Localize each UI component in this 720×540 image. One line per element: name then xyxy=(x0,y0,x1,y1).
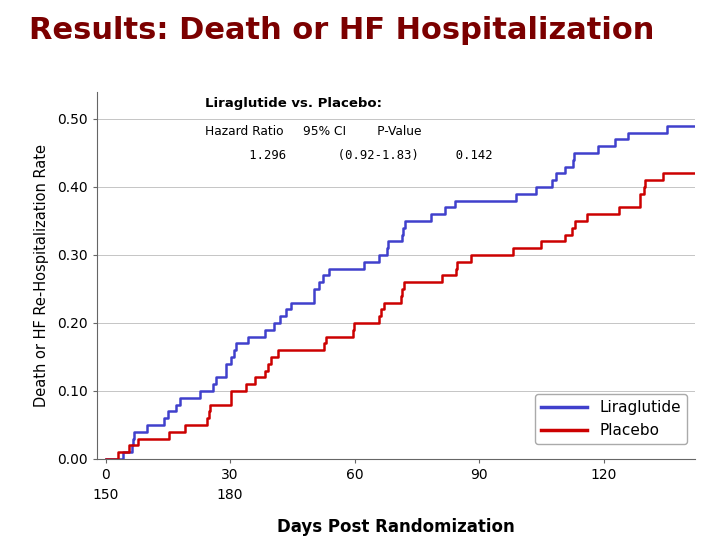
Text: 150: 150 xyxy=(92,488,119,502)
Y-axis label: Death or HF Re-Hospitalization Rate: Death or HF Re-Hospitalization Rate xyxy=(34,144,49,407)
Text: Results: Death or HF Hospitalization: Results: Death or HF Hospitalization xyxy=(29,16,654,45)
Text: Hazard Ratio     95% CI        P-Value: Hazard Ratio 95% CI P-Value xyxy=(204,125,421,138)
X-axis label: Days Post Randomization: Days Post Randomization xyxy=(277,518,515,536)
Text: Liraglutide vs. Placebo:: Liraglutide vs. Placebo: xyxy=(204,97,382,110)
Legend: Liraglutide, Placebo: Liraglutide, Placebo xyxy=(535,394,687,444)
Text: 1.296       (0.92-1.83)     0.142: 1.296 (0.92-1.83) 0.142 xyxy=(204,148,492,161)
Text: 180: 180 xyxy=(217,488,243,502)
